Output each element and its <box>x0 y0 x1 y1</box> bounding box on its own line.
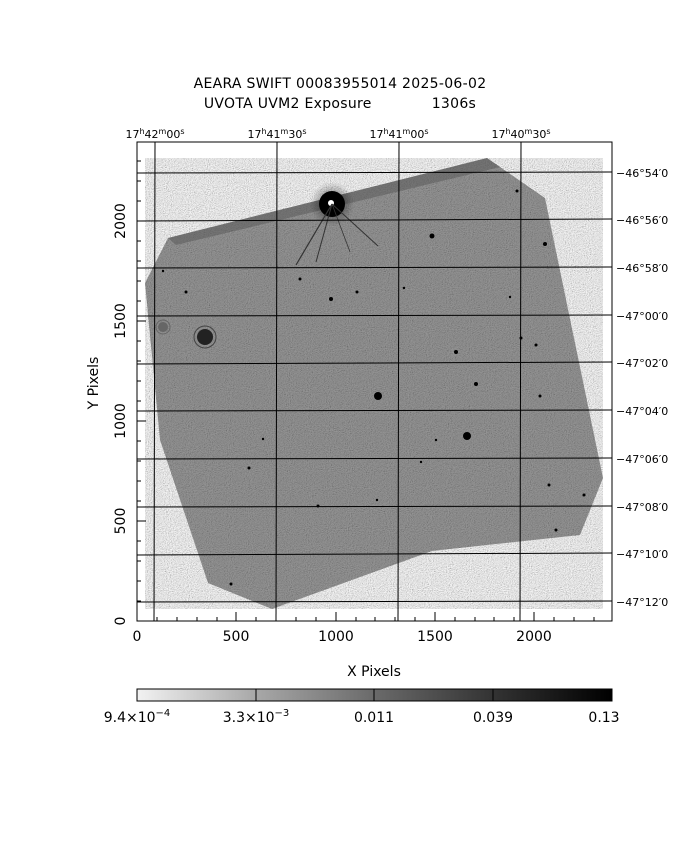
star <box>508 295 512 299</box>
star <box>261 437 265 441</box>
x-tick-label: 1500 <box>417 629 453 645</box>
star <box>474 382 478 386</box>
dec-label: −47°02′0 <box>616 357 668 370</box>
star <box>355 290 359 294</box>
y-tick-label: 0 <box>113 617 129 626</box>
coordinate-grid <box>136 141 613 622</box>
exposure-footprint <box>145 158 603 609</box>
star <box>184 290 188 294</box>
x-tick-label: 2000 <box>516 629 552 645</box>
star <box>582 493 586 497</box>
star <box>547 483 551 487</box>
star <box>554 528 558 532</box>
star <box>429 233 435 239</box>
exposure-filter: UVOTA UVM2 Exposure <box>203 96 372 112</box>
y-tick-label: 1500 <box>113 303 129 339</box>
dec-label: −46°58′0 <box>616 262 668 275</box>
star <box>193 325 217 349</box>
star <box>375 498 379 502</box>
star <box>538 394 542 398</box>
exposure-time: 1306s <box>431 96 477 112</box>
dec-label: −46°54′0 <box>616 167 668 180</box>
y-axis-label: Y Pixels <box>86 357 102 411</box>
dec-label: −47°00′0 <box>616 310 668 323</box>
dec-label: −47°06′0 <box>616 453 668 466</box>
ra-label: 17h41m30s <box>247 127 306 141</box>
star <box>534 343 538 347</box>
sources <box>155 189 586 586</box>
star <box>463 432 471 440</box>
star <box>454 350 458 354</box>
bright-star <box>295 182 379 266</box>
star <box>419 460 423 464</box>
x-tick-label: 500 <box>223 629 250 645</box>
x-ticks <box>136 612 595 621</box>
y-tick-label: 2000 <box>113 203 129 239</box>
ra-label: 17h41m00s <box>369 127 428 141</box>
star <box>329 297 333 301</box>
colorbar-label: 9.4×10−4 <box>104 708 171 726</box>
colorbar-ticks <box>255 689 494 701</box>
star <box>247 466 251 470</box>
colorbar-label: 3.3×10−3 <box>223 708 290 726</box>
y-tick-label: 1000 <box>113 403 129 439</box>
star <box>402 286 406 290</box>
image-subtitle: UVOTA UVM2 Exposure 1306s <box>0 96 680 112</box>
star <box>158 322 168 332</box>
ra-label: 17h42m00s <box>125 127 184 141</box>
star <box>197 329 213 345</box>
star <box>374 392 382 400</box>
x-tick-label: 1000 <box>318 629 354 645</box>
y-ticks <box>137 160 146 622</box>
colorbar-label: 0.011 <box>354 710 394 726</box>
y-tick-label: 500 <box>113 508 129 535</box>
colorbar-label: 0.039 <box>473 710 513 726</box>
star <box>298 277 302 281</box>
colorbar-label: 0.13 <box>588 710 619 726</box>
x-tick-label: 0 <box>133 629 142 645</box>
dec-label: −46°56′0 <box>616 214 668 227</box>
ra-label: 17h40m30s <box>491 127 550 141</box>
dec-label: −47°10′0 <box>616 548 668 561</box>
dec-label: −47°12′0 <box>616 596 668 609</box>
star <box>161 269 165 273</box>
dec-label: −47°08′0 <box>616 501 668 514</box>
exposure-image <box>145 158 603 609</box>
star <box>543 242 547 246</box>
dec-label: −47°04′0 <box>616 405 668 418</box>
star <box>434 438 438 442</box>
star <box>515 189 519 193</box>
image-title: AEARA SWIFT 00083955014 2025-06-02 <box>193 76 487 92</box>
x-axis-label: X Pixels <box>347 664 401 680</box>
star <box>229 582 233 586</box>
star <box>155 319 171 335</box>
